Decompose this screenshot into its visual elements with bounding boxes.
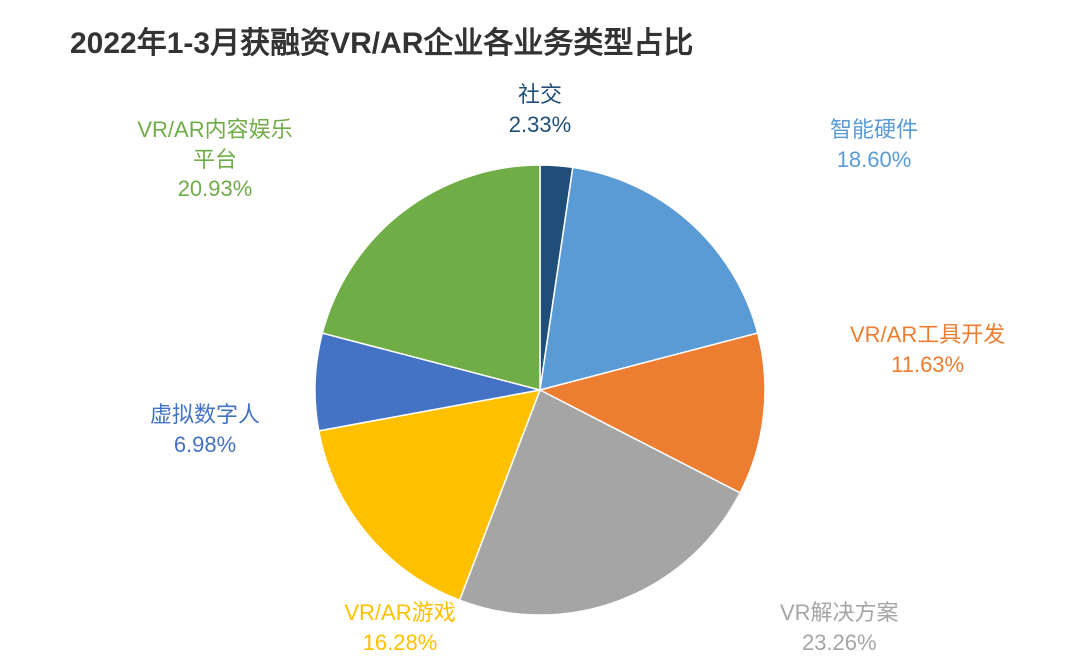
slice-label-line: 社交 — [509, 80, 571, 110]
slice-label-line: 虚拟数字人 — [150, 400, 260, 430]
slice-label-0: 社交2.33% — [509, 80, 571, 139]
slice-label-3: VR解决方案23.26% — [780, 598, 899, 657]
slice-label-line: 智能硬件 — [830, 115, 918, 145]
slice-label-line: 6.98% — [150, 430, 260, 460]
slice-label-line: 2.33% — [509, 110, 571, 140]
slice-label-5: 虚拟数字人6.98% — [150, 400, 260, 459]
slice-label-2: VR/AR工具开发11.63% — [850, 320, 1005, 379]
slice-label-line: 16.28% — [344, 628, 455, 658]
slice-label-4: VR/AR游戏16.28% — [344, 598, 455, 657]
slice-label-line: 18.60% — [830, 145, 918, 175]
slice-label-line: 11.63% — [850, 350, 1005, 380]
slice-label-6: VR/AR内容娱乐平台20.93% — [137, 115, 292, 204]
slice-label-line: 20.93% — [137, 174, 292, 204]
slice-label-line: VR/AR工具开发 — [850, 320, 1005, 350]
pie-chart: 社交2.33% 智能硬件18.60% VR/AR工具开发11.63% VR解决方案23… — [0, 0, 1080, 666]
slice-label-line: 平台 — [137, 145, 292, 175]
slice-label-1: 智能硬件18.60% — [830, 115, 918, 174]
slice-label-line: 23.26% — [780, 628, 899, 658]
slice-label-line: VR/AR内容娱乐 — [137, 115, 292, 145]
slice-label-line: VR/AR游戏 — [344, 598, 455, 628]
slice-label-line: VR解决方案 — [780, 598, 899, 628]
